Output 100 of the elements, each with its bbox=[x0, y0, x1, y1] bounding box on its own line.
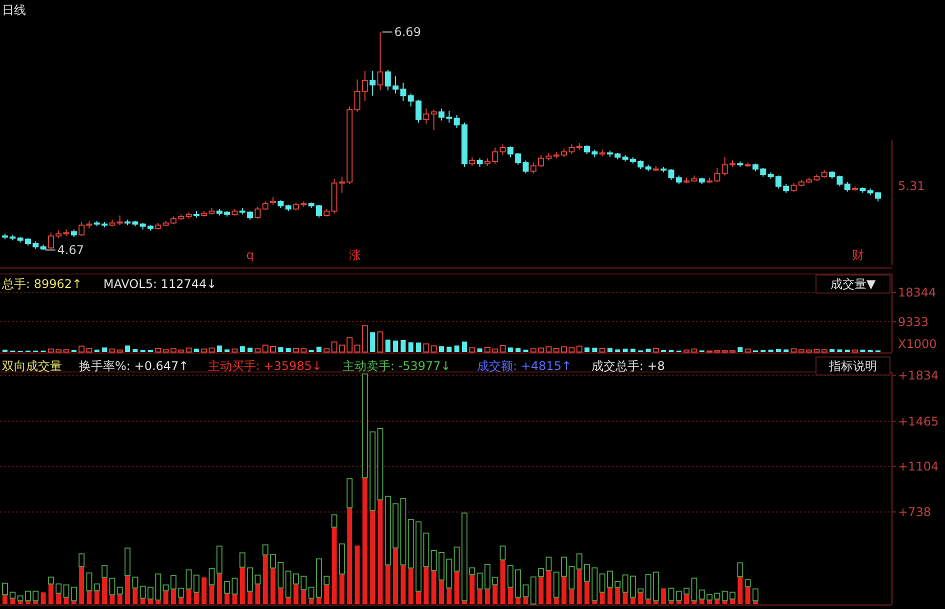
bar bbox=[676, 600, 682, 604]
bar bbox=[301, 590, 306, 604]
bar bbox=[599, 348, 606, 352]
bar bbox=[576, 568, 582, 604]
bar bbox=[248, 591, 253, 604]
bar bbox=[477, 348, 482, 352]
bar bbox=[752, 588, 758, 602]
bar bbox=[523, 596, 528, 604]
bar bbox=[186, 348, 192, 352]
bar bbox=[132, 588, 138, 604]
bar bbox=[362, 478, 368, 604]
bar bbox=[430, 345, 437, 352]
bar bbox=[324, 584, 330, 604]
bar bbox=[262, 554, 268, 604]
annotation: 6.69 bbox=[394, 25, 421, 40]
bar bbox=[584, 581, 590, 604]
bar bbox=[216, 573, 222, 604]
bar bbox=[194, 348, 199, 352]
bar bbox=[346, 478, 353, 508]
bar bbox=[784, 349, 789, 352]
bar bbox=[102, 347, 108, 352]
bar bbox=[408, 568, 414, 604]
bar bbox=[324, 348, 330, 352]
chart-title: 双向成交量 bbox=[2, 359, 62, 374]
bar bbox=[837, 349, 842, 352]
bar bbox=[370, 332, 376, 352]
bar bbox=[692, 600, 697, 604]
bar bbox=[484, 588, 490, 604]
bar bbox=[615, 349, 620, 352]
bar bbox=[286, 348, 291, 352]
y-axis-title: X1000 bbox=[898, 337, 937, 352]
bar bbox=[393, 340, 398, 352]
bar bbox=[584, 347, 590, 352]
y-tick-label: +738 bbox=[898, 505, 931, 520]
bar bbox=[78, 553, 85, 568]
bar bbox=[469, 347, 476, 352]
y-tick-label: +1465 bbox=[898, 414, 939, 428]
bar bbox=[600, 592, 605, 604]
bar bbox=[393, 548, 398, 604]
bar bbox=[492, 584, 498, 604]
candlestick bbox=[844, 182, 850, 192]
bar bbox=[354, 546, 360, 604]
bar bbox=[652, 348, 659, 352]
bar bbox=[40, 592, 46, 604]
bar bbox=[332, 527, 337, 604]
annotation: 主动买手: +35985↓ bbox=[208, 359, 322, 374]
bar bbox=[400, 564, 406, 604]
bar bbox=[737, 562, 744, 578]
bar bbox=[508, 347, 513, 352]
bar bbox=[71, 600, 76, 604]
bar bbox=[439, 580, 444, 604]
bar bbox=[125, 576, 130, 604]
bar bbox=[446, 588, 452, 604]
bar bbox=[722, 600, 728, 604]
bar bbox=[615, 587, 620, 604]
bar bbox=[439, 346, 444, 352]
annotation: 主动卖手: -53977↓ bbox=[342, 359, 451, 374]
bar bbox=[63, 349, 70, 352]
bar bbox=[294, 584, 298, 604]
bar bbox=[102, 565, 108, 578]
bar bbox=[377, 331, 384, 352]
annotation: 换手率%: +0.647↑ bbox=[79, 359, 189, 374]
bar bbox=[339, 574, 344, 604]
bar bbox=[102, 577, 108, 604]
y-tick-label: 18344 bbox=[898, 286, 936, 300]
bar bbox=[109, 348, 116, 352]
annotation: q bbox=[246, 248, 254, 262]
bar bbox=[661, 588, 666, 604]
bar bbox=[331, 514, 338, 528]
bar bbox=[745, 586, 750, 604]
bar bbox=[416, 342, 422, 352]
bar bbox=[416, 591, 422, 604]
bar bbox=[462, 342, 467, 352]
bar bbox=[424, 566, 429, 604]
dropdown-button: 指标说明 bbox=[816, 356, 890, 376]
bar bbox=[338, 543, 345, 574]
bar bbox=[208, 348, 215, 352]
candlestick bbox=[423, 108, 430, 124]
bar bbox=[109, 578, 116, 596]
bar bbox=[110, 594, 115, 604]
bar bbox=[254, 348, 261, 352]
bar bbox=[622, 592, 628, 604]
bar bbox=[216, 346, 222, 352]
bar bbox=[33, 600, 38, 604]
bar bbox=[232, 348, 238, 352]
bar bbox=[830, 349, 835, 352]
bar bbox=[132, 349, 138, 352]
bar bbox=[622, 348, 628, 352]
bar bbox=[423, 343, 430, 352]
annotation: 指标说明 bbox=[828, 359, 877, 374]
bar bbox=[224, 349, 230, 352]
bar bbox=[255, 584, 260, 604]
bar bbox=[370, 510, 376, 604]
bar bbox=[738, 347, 743, 352]
bar bbox=[278, 347, 284, 352]
bar bbox=[148, 599, 153, 604]
bar bbox=[117, 594, 122, 604]
bar bbox=[240, 567, 245, 604]
bar bbox=[194, 592, 199, 604]
bar bbox=[270, 568, 276, 604]
